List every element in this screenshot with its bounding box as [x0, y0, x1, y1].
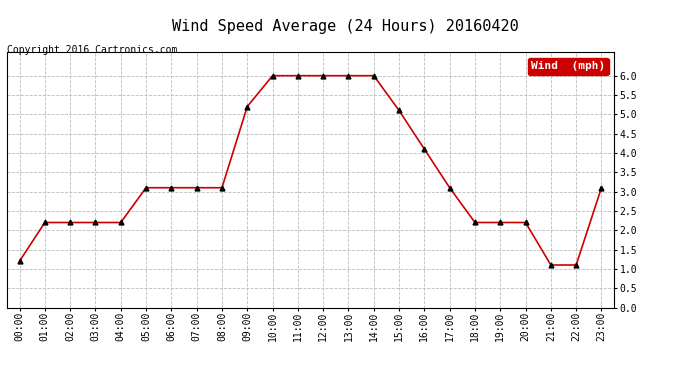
Legend: Wind  (mph): Wind (mph): [528, 58, 609, 75]
Text: Wind Speed Average (24 Hours) 20160420: Wind Speed Average (24 Hours) 20160420: [172, 19, 518, 34]
Text: Copyright 2016 Cartronics.com: Copyright 2016 Cartronics.com: [7, 45, 177, 55]
